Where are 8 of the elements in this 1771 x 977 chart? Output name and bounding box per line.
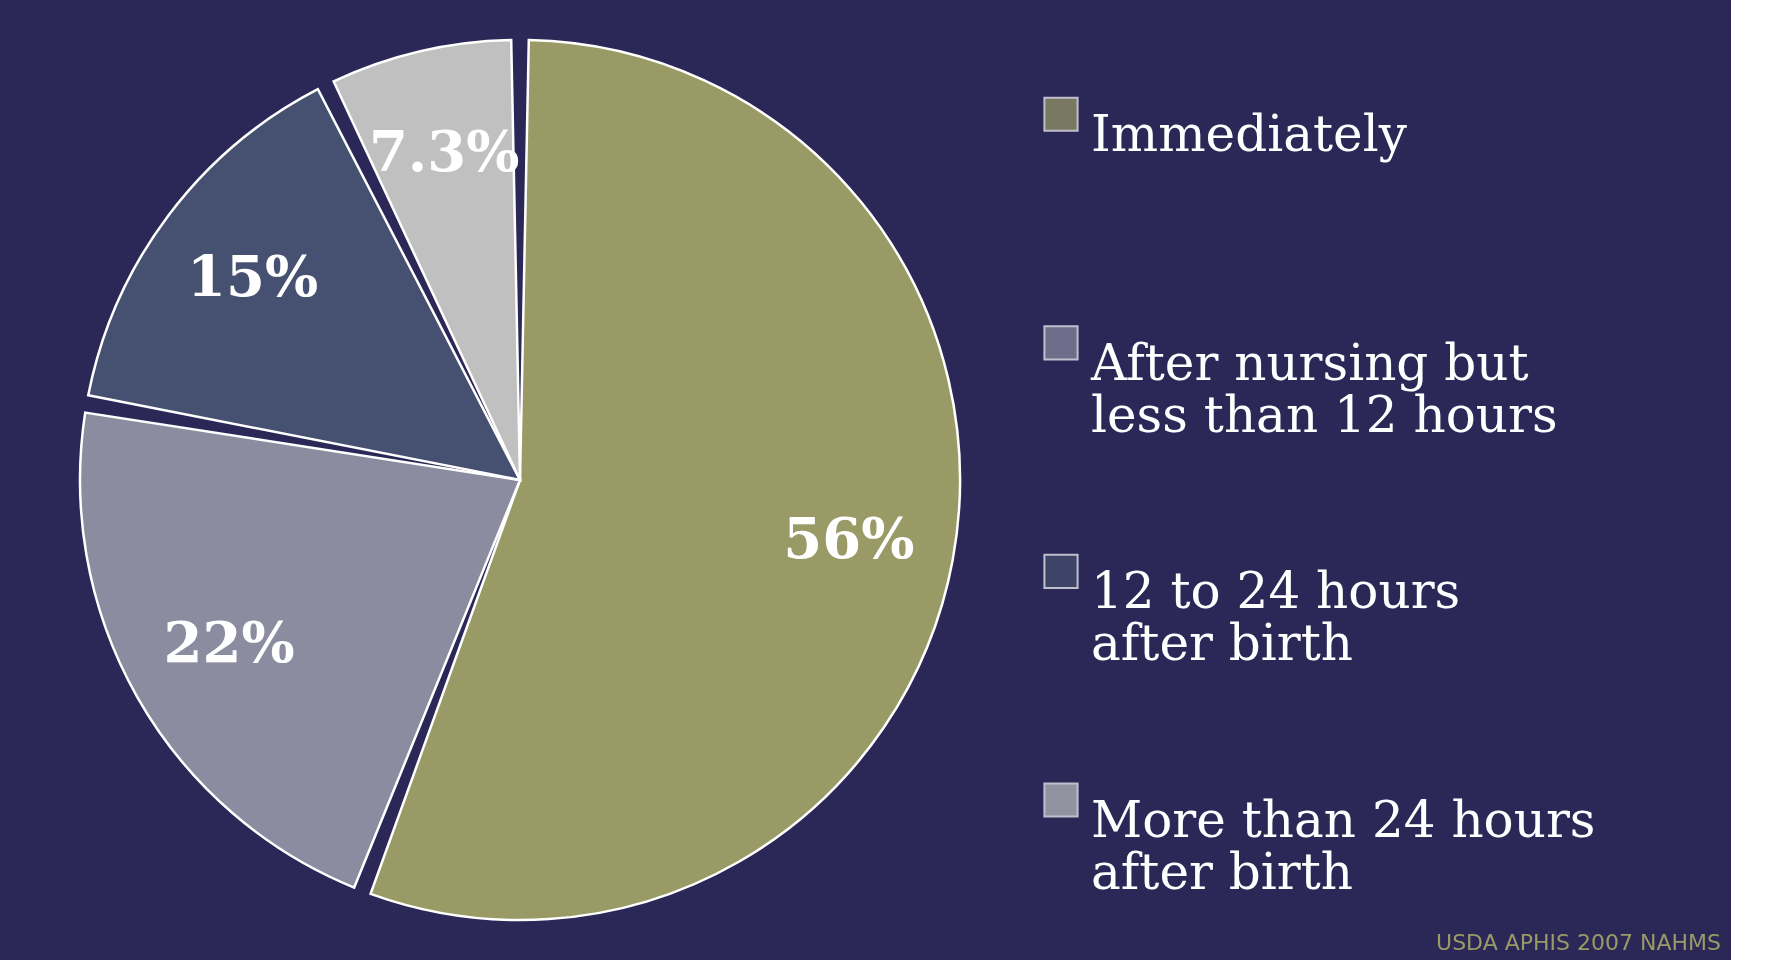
data-label: 22%: [163, 608, 295, 675]
data-label: 56%: [783, 504, 915, 571]
legend-label: More than 24 hours after birth: [1091, 791, 1596, 901]
legend-label: Immediately: [1091, 105, 1408, 164]
data-label: 15%: [186, 243, 319, 310]
legend-label: 12 to 24 hours after birth: [1091, 562, 1461, 673]
legend-label: After nursing but less than 12 hours: [1090, 333, 1558, 444]
text: USDA APHIS 2007 NAHMS: [1436, 930, 1721, 955]
